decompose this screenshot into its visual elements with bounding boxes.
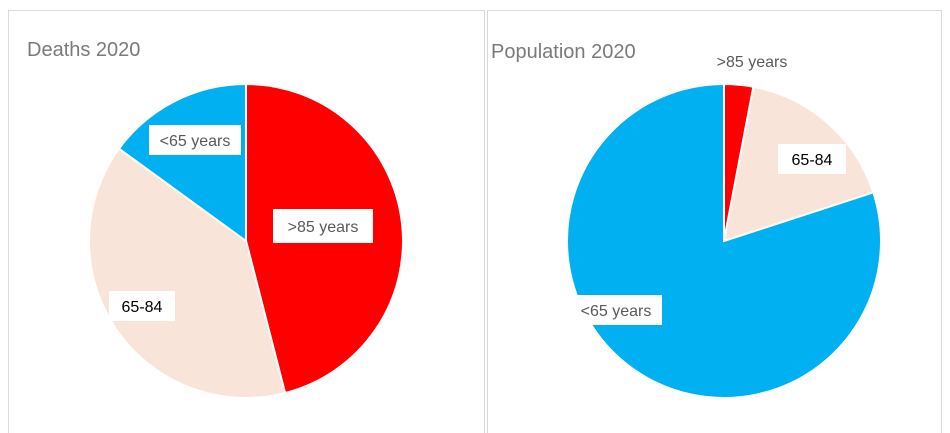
data-label-85-years: >85 years <box>717 54 788 71</box>
svg-text:>85 years: >85 years <box>717 54 788 71</box>
chart-title: Population 2020 <box>491 41 636 63</box>
svg-text:<65 years: <65 years <box>160 133 231 150</box>
data-label-85-years: >85 years <box>273 209 373 243</box>
chart-title: Deaths 2020 <box>27 39 141 61</box>
svg-text:>85 years: >85 years <box>288 219 359 236</box>
data-label-65-84: 65-84 <box>109 291 175 321</box>
data-label-65-84: 65-84 <box>778 144 846 174</box>
pie-slice-65-years <box>117 82 247 243</box>
svg-text:65-84: 65-84 <box>122 299 163 316</box>
data-label-65-years: <65 years <box>570 295 662 325</box>
svg-text:65-84: 65-84 <box>792 152 833 169</box>
data-label-65-years: <65 years <box>149 125 241 155</box>
pie-slice-65-84 <box>88 147 287 399</box>
svg-text:<65 years: <65 years <box>581 303 652 320</box>
